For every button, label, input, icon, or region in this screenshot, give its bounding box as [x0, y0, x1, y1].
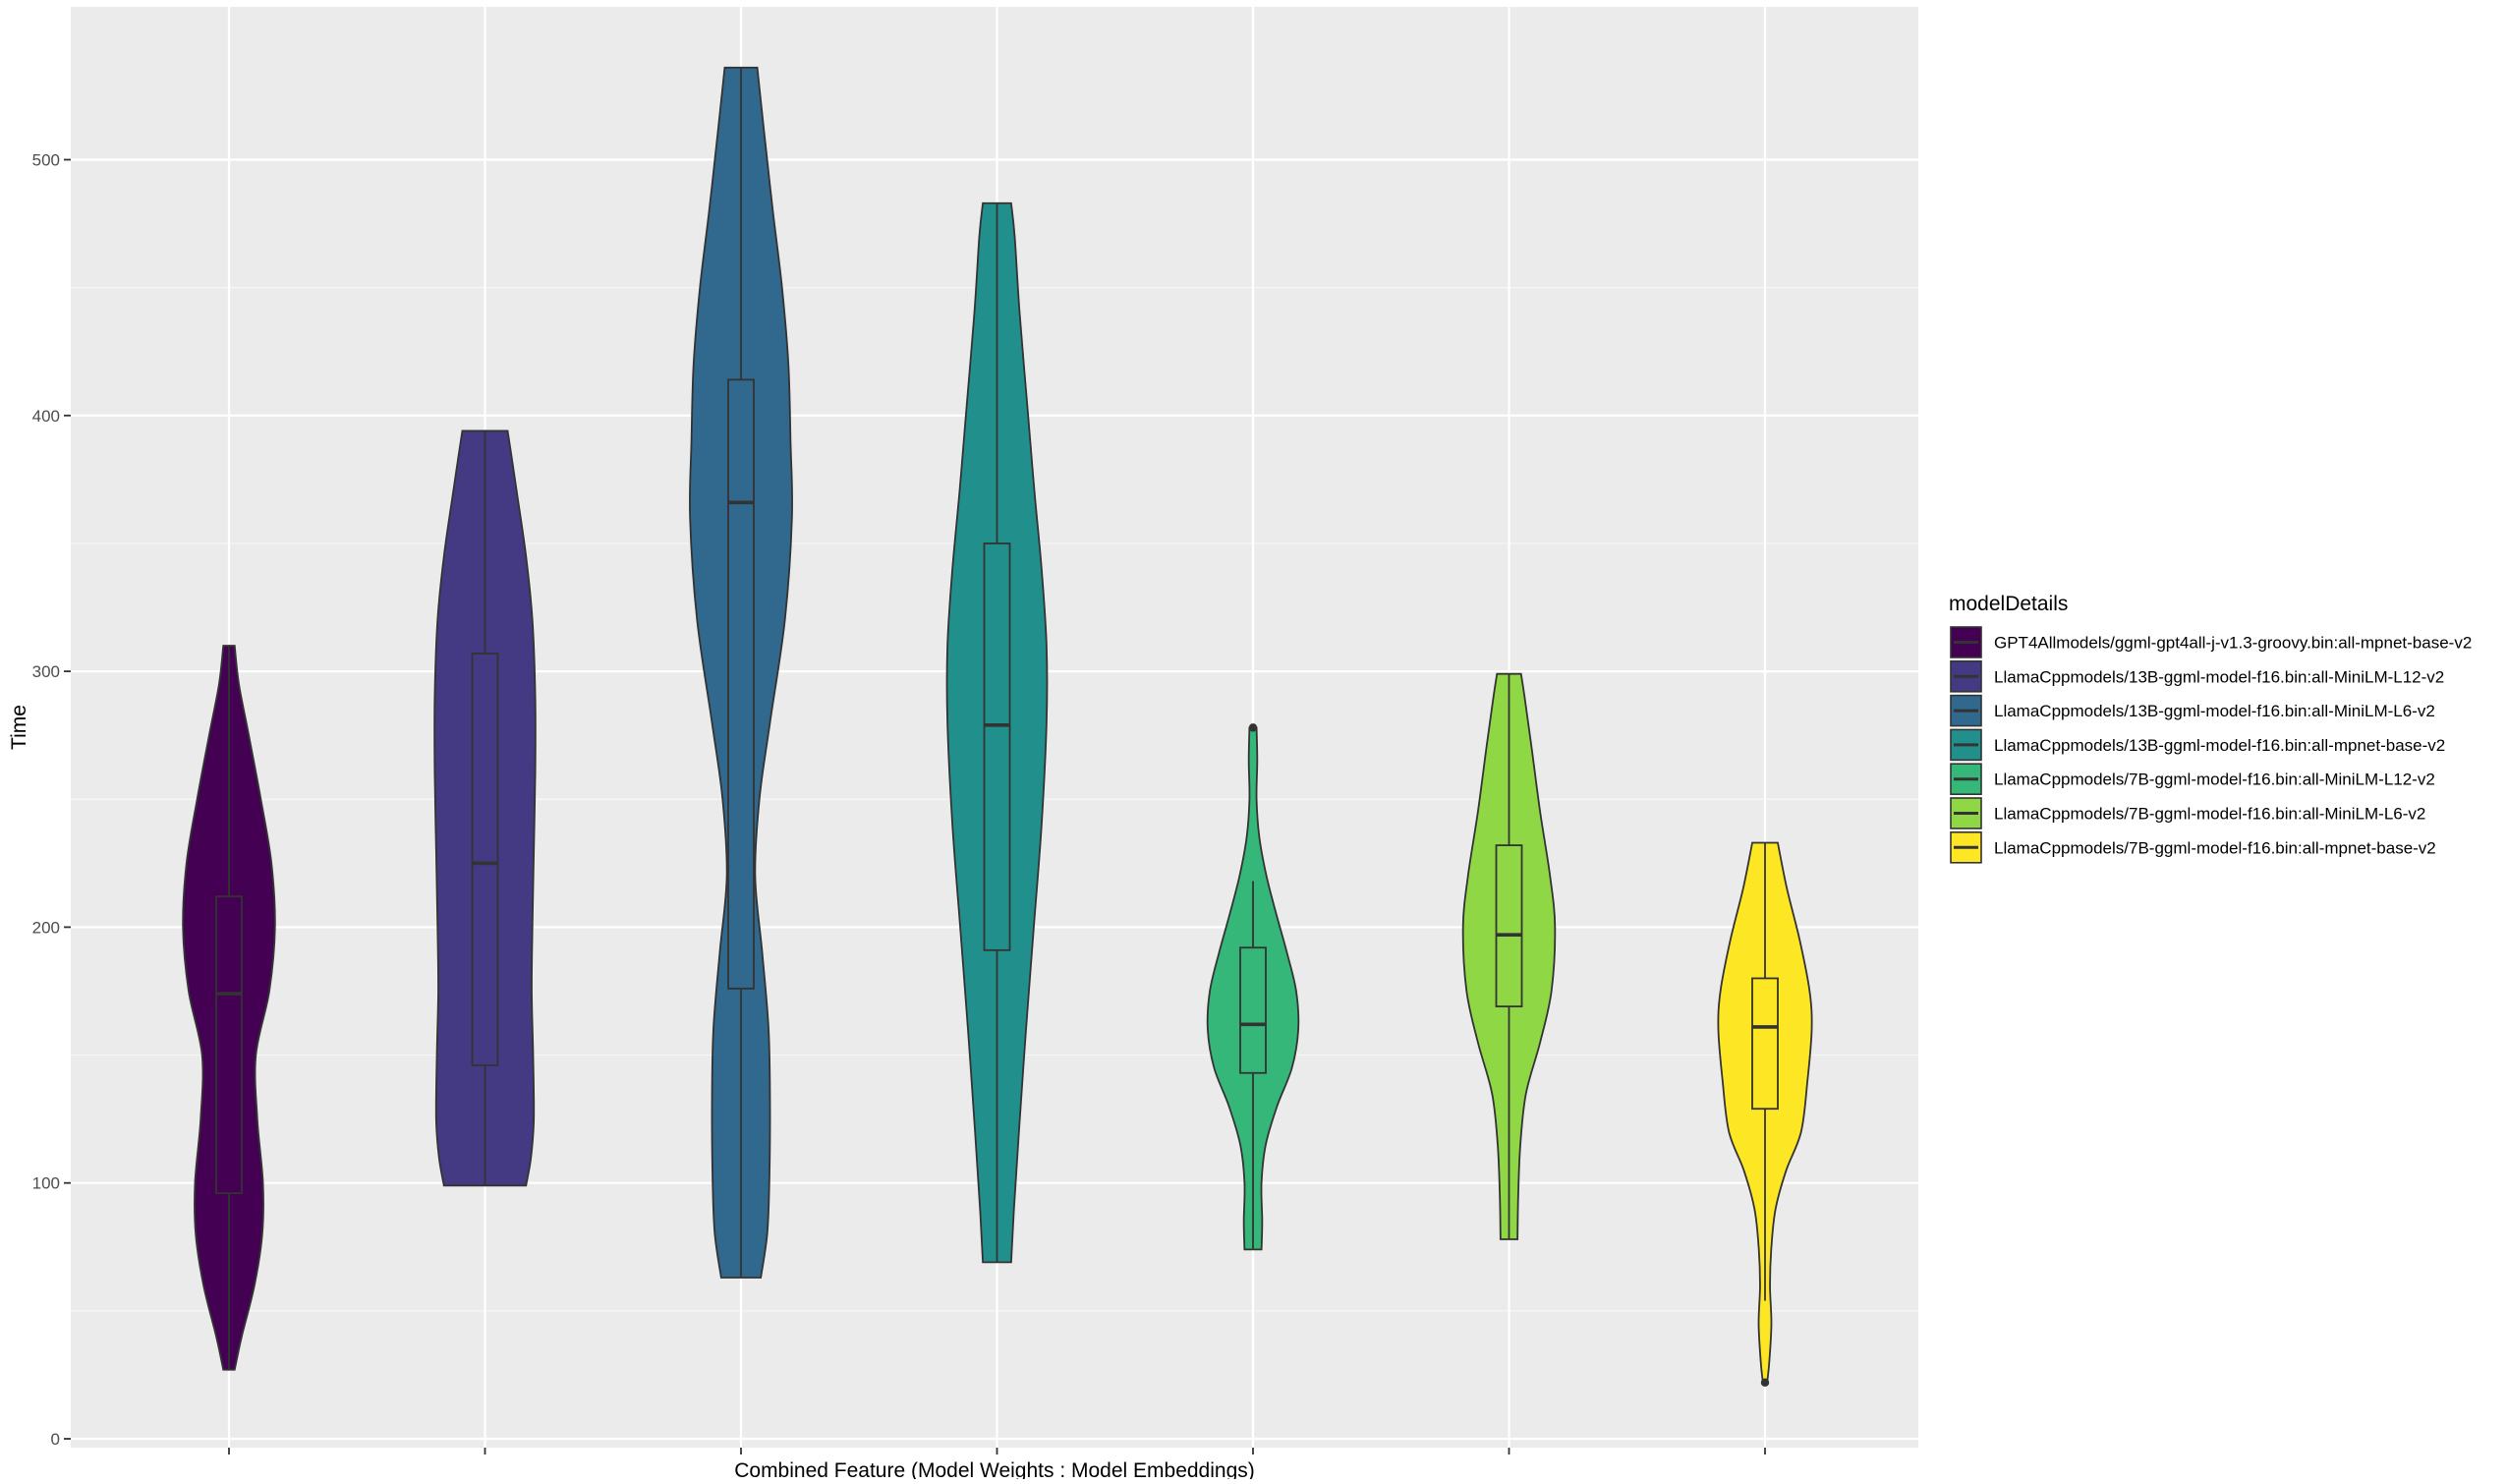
legend-item: LlamaCppmodels/7B-ggml-model-f16.bin:all… [1950, 763, 2435, 796]
outlier-point [1760, 1378, 1770, 1387]
boxplots [215, 67, 1779, 1387]
legend-title: modelDetails [1949, 593, 2068, 615]
legend-label: GPT4Allmodels/ggml-gpt4all-j-v1.3-groovy… [1994, 634, 2472, 653]
x-axis [228, 1448, 1766, 1455]
box [1751, 977, 1779, 1111]
legend-item: LlamaCppmodels/13B-ggml-model-f16.bin:al… [1950, 694, 2435, 727]
legend-label: LlamaCppmodels/7B-ggml-model-f16.bin:all… [1994, 771, 2435, 789]
legend-item: LlamaCppmodels/13B-ggml-model-f16.bin:al… [1950, 728, 2445, 762]
y-axis-label: Time [8, 705, 30, 750]
outlier-point [1248, 723, 1258, 732]
legend-item: LlamaCppmodels/7B-ggml-model-f16.bin:all… [1950, 830, 2436, 864]
legend-item: LlamaCppmodels/7B-ggml-model-f16.bin:all… [1950, 797, 2425, 829]
y-tick-label: 400 [32, 407, 60, 426]
y-tick-label: 200 [32, 918, 60, 937]
y-tick-label: 0 [51, 1430, 60, 1449]
box [983, 542, 1011, 951]
x-axis-label: Combined Feature (Model Weights : Model … [734, 1459, 1255, 1479]
legend-label: LlamaCppmodels/13B-ggml-model-f16.bin:al… [1994, 702, 2435, 720]
legend-item: LlamaCppmodels/13B-ggml-model-f16.bin:al… [1950, 659, 2444, 693]
legend-item: GPT4Allmodels/ggml-gpt4all-j-v1.3-groovy… [1950, 626, 2472, 658]
y-tick-label: 100 [32, 1174, 60, 1193]
y-tick-label: 300 [32, 662, 60, 681]
box [471, 652, 499, 1066]
legend-items: GPT4Allmodels/ggml-gpt4all-j-v1.3-groovy… [1950, 626, 2472, 864]
box [1495, 844, 1523, 1007]
box [1239, 946, 1267, 1074]
legend-label: LlamaCppmodels/13B-ggml-model-f16.bin:al… [1994, 736, 2445, 755]
legend: modelDetails GPT4Allmodels/ggml-gpt4all-… [1949, 593, 2472, 864]
y-axis: 0 100 200 300 400 500 [32, 151, 71, 1449]
box [727, 378, 755, 990]
legend-label: LlamaCppmodels/13B-ggml-model-f16.bin:al… [1994, 667, 2444, 686]
legend-label: LlamaCppmodels/7B-ggml-model-f16.bin:all… [1994, 805, 2425, 824]
box [215, 895, 243, 1195]
legend-label: LlamaCppmodels/7B-ggml-model-f16.bin:all… [1994, 838, 2436, 857]
y-tick-label: 500 [32, 151, 60, 170]
